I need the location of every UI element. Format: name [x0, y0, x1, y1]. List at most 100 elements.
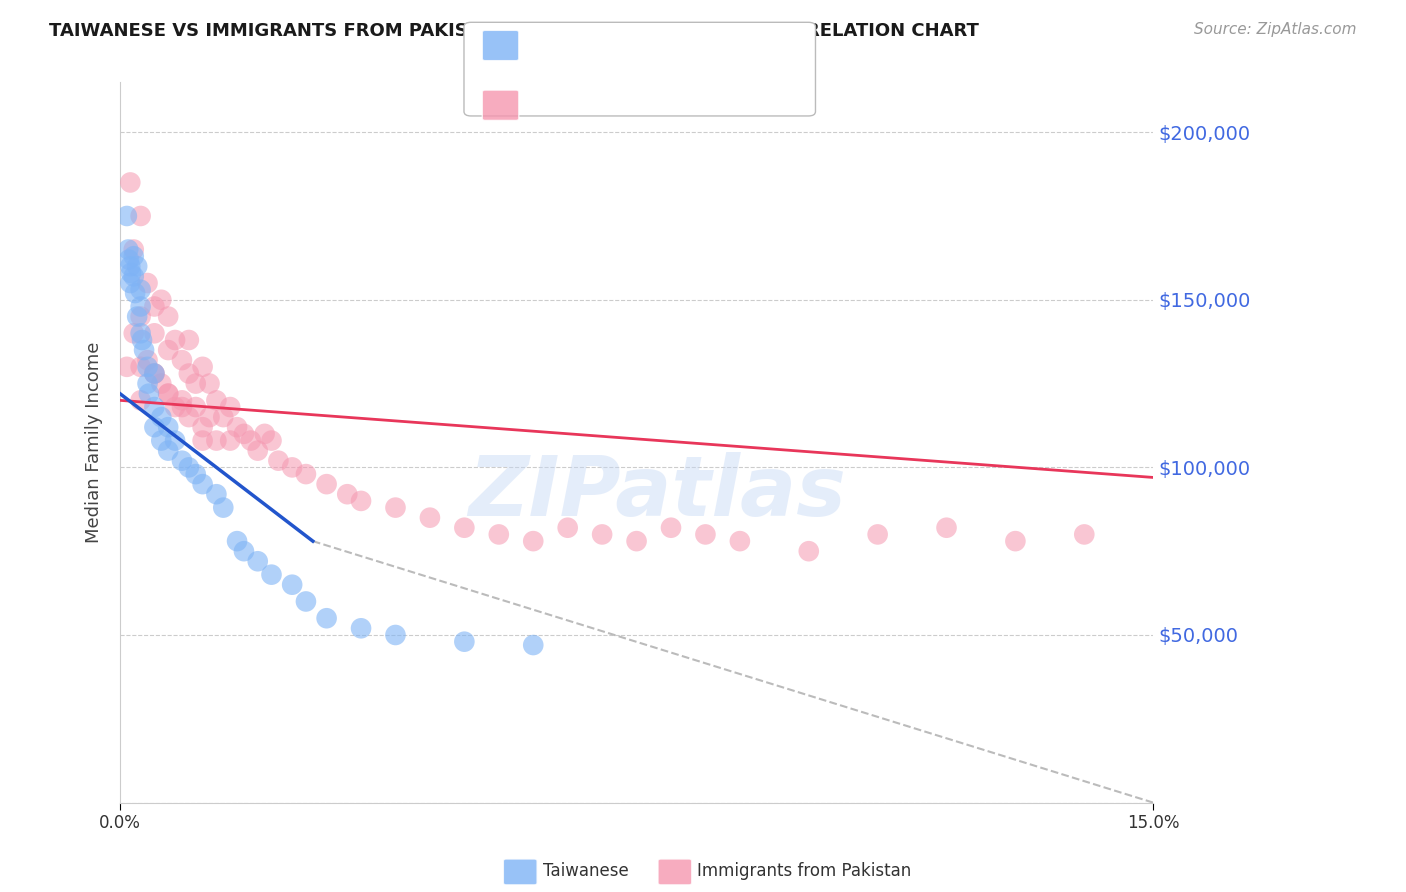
- Point: [177, 333, 200, 347]
- Point: [522, 534, 544, 549]
- Y-axis label: Median Family Income: Median Family Income: [86, 342, 103, 543]
- Point: [122, 326, 145, 341]
- Point: [150, 434, 173, 448]
- Point: [184, 467, 207, 481]
- Point: [170, 393, 193, 408]
- Point: [136, 353, 159, 368]
- Point: [115, 359, 138, 374]
- Point: [191, 359, 214, 374]
- Point: [219, 400, 242, 414]
- Point: [136, 276, 159, 290]
- Point: [1073, 527, 1095, 541]
- Point: [143, 400, 166, 414]
- Point: [170, 453, 193, 467]
- Point: [281, 460, 304, 475]
- Text: R = -0.213: R = -0.213: [524, 36, 627, 54]
- Point: [157, 386, 180, 401]
- Point: [131, 333, 153, 347]
- Point: [129, 359, 152, 374]
- Point: [120, 276, 142, 290]
- Point: [281, 578, 304, 592]
- Point: [260, 567, 283, 582]
- Point: [177, 410, 200, 425]
- Point: [866, 527, 889, 541]
- Point: [191, 434, 214, 448]
- Point: [935, 521, 957, 535]
- Point: [239, 434, 262, 448]
- Point: [184, 400, 207, 414]
- Point: [350, 621, 373, 635]
- Point: [136, 359, 159, 374]
- Point: [315, 477, 337, 491]
- Point: [205, 487, 228, 501]
- Point: [124, 286, 146, 301]
- Text: N = 44: N = 44: [675, 36, 740, 54]
- Point: [453, 521, 475, 535]
- Point: [122, 243, 145, 257]
- Point: [1004, 534, 1026, 549]
- Point: [132, 343, 155, 357]
- Text: TAIWANESE VS IMMIGRANTS FROM PAKISTAN MEDIAN FAMILY INCOME CORRELATION CHART: TAIWANESE VS IMMIGRANTS FROM PAKISTAN ME…: [49, 22, 979, 40]
- Text: Immigrants from Pakistan: Immigrants from Pakistan: [697, 863, 911, 880]
- Point: [150, 293, 173, 307]
- Point: [143, 300, 166, 314]
- Point: [177, 460, 200, 475]
- Text: Taiwanese: Taiwanese: [543, 863, 628, 880]
- Point: [219, 434, 242, 448]
- Point: [170, 353, 193, 368]
- Point: [233, 426, 256, 441]
- Point: [557, 521, 579, 535]
- Point: [170, 400, 193, 414]
- Point: [165, 434, 187, 448]
- Point: [120, 176, 142, 190]
- Point: [659, 521, 682, 535]
- Point: [122, 249, 145, 263]
- Point: [212, 500, 235, 515]
- Point: [150, 410, 173, 425]
- Point: [157, 443, 180, 458]
- Point: [157, 310, 180, 324]
- Text: ZIPatlas: ZIPatlas: [468, 452, 846, 533]
- Point: [129, 326, 152, 341]
- Point: [260, 434, 283, 448]
- Point: [205, 434, 228, 448]
- Point: [626, 534, 648, 549]
- Point: [117, 243, 139, 257]
- Point: [336, 487, 359, 501]
- Point: [205, 393, 228, 408]
- Point: [184, 376, 207, 391]
- Point: [384, 500, 406, 515]
- Point: [419, 510, 441, 524]
- Point: [165, 333, 187, 347]
- Point: [143, 326, 166, 341]
- Point: [129, 310, 152, 324]
- Point: [150, 376, 173, 391]
- Point: [191, 420, 214, 434]
- Point: [315, 611, 337, 625]
- Point: [191, 477, 214, 491]
- Point: [295, 594, 318, 608]
- Point: [226, 534, 249, 549]
- Point: [246, 443, 269, 458]
- Point: [127, 260, 149, 274]
- Point: [198, 410, 221, 425]
- Point: [177, 367, 200, 381]
- Point: [797, 544, 820, 558]
- Point: [127, 310, 149, 324]
- Point: [695, 527, 717, 541]
- Point: [157, 386, 180, 401]
- Point: [120, 260, 142, 274]
- Point: [157, 420, 180, 434]
- Point: [350, 494, 373, 508]
- Point: [115, 209, 138, 223]
- Point: [143, 420, 166, 434]
- Point: [233, 544, 256, 558]
- Point: [591, 527, 613, 541]
- Point: [138, 386, 160, 401]
- Point: [122, 269, 145, 284]
- Point: [129, 393, 152, 408]
- Point: [384, 628, 406, 642]
- Point: [453, 634, 475, 648]
- Point: [267, 453, 290, 467]
- Point: [143, 367, 166, 381]
